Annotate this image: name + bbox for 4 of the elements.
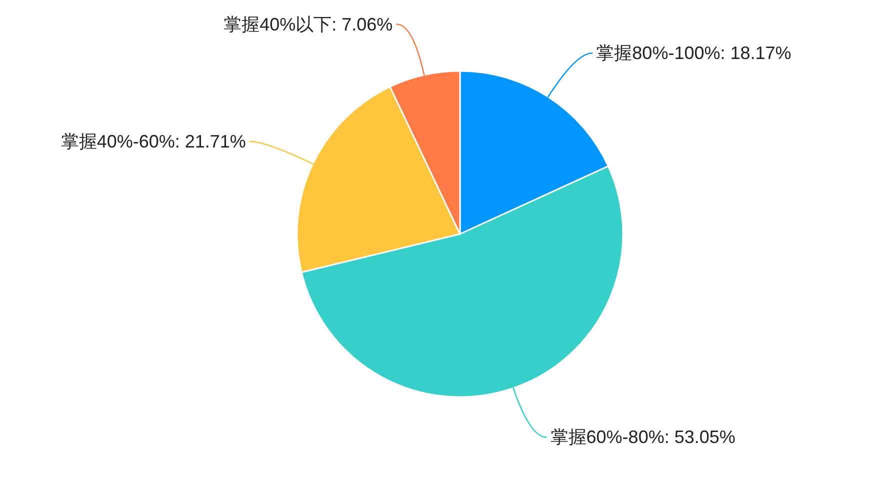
slice-label: 掌握60%-80%: 53.05% [550, 427, 736, 448]
slice-label: 掌握80%-100%: 18.17% [596, 43, 792, 64]
slice-label: 掌握40%以下: 7.06% [224, 14, 393, 34]
slice-label: 掌握40%-60%: 21.71% [60, 131, 246, 152]
